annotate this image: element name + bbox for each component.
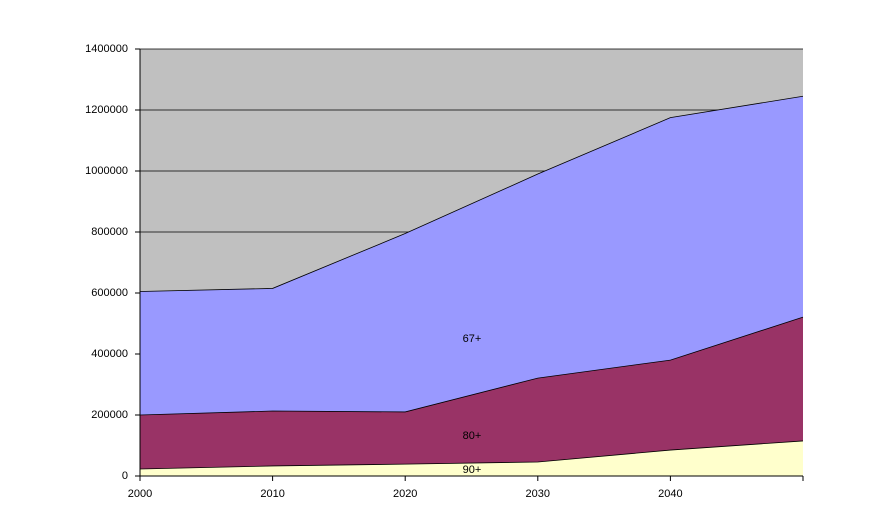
y-tick-label: 400000 [91, 348, 128, 360]
y-tick-label: 800000 [91, 226, 128, 238]
x-tick-label: 2010 [260, 488, 284, 500]
area [140, 317, 803, 476]
series-label: 90+ [463, 464, 482, 476]
area-outline [139, 95, 804, 292]
y-tick-label: 1000000 [85, 165, 128, 177]
y-tick-label: 600000 [91, 287, 128, 299]
x-tick-label: 2020 [393, 488, 417, 500]
series-label: 67+ [463, 333, 482, 345]
area-outline [139, 316, 804, 416]
y-tick-label: 0 [122, 470, 128, 482]
series-label: 80+ [463, 430, 482, 442]
x-tick-label: 2040 [658, 488, 682, 500]
y-tick-label: 1400000 [85, 43, 128, 55]
area-outline [139, 440, 804, 470]
x-tick-label: 2030 [526, 488, 550, 500]
y-tick-label: 1200000 [85, 104, 128, 116]
y-tick-label: 200000 [91, 409, 128, 421]
x-tick-label: 2000 [128, 488, 152, 500]
area [140, 440, 803, 476]
